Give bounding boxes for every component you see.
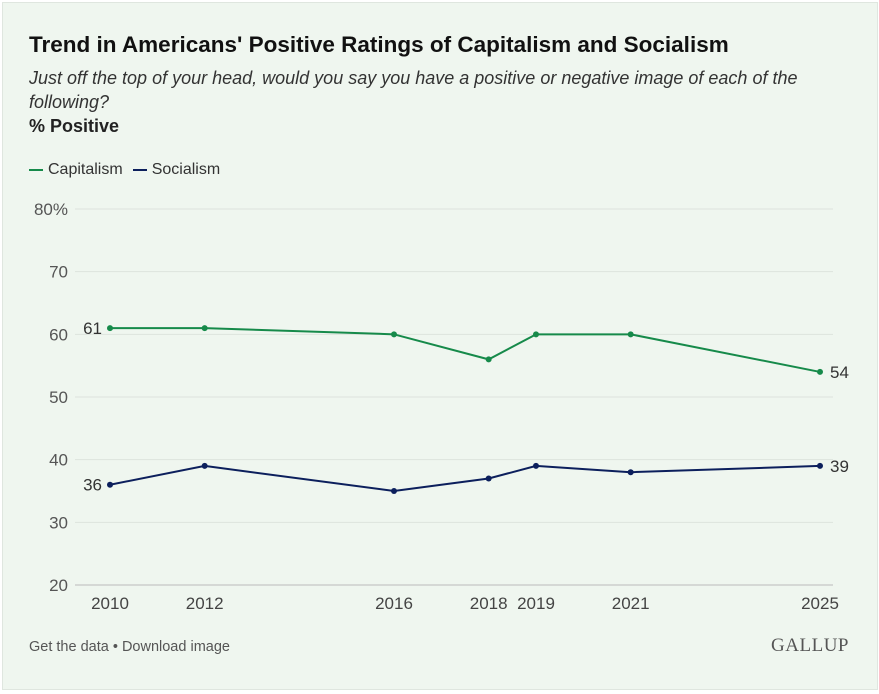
y-tick-label: 70 [49, 263, 68, 282]
data-point [201, 325, 208, 332]
chart-subtitle: Just off the top of your head, would you… [29, 68, 798, 112]
y-tick-label: 20 [49, 576, 68, 595]
data-point [107, 481, 113, 488]
legend-label: Capitalism [48, 161, 123, 178]
series-line-socialism [109, 464, 821, 493]
chart-title: Trend in Americans' Positive Ratings of … [29, 32, 729, 57]
x-tick-label: 2016 [375, 594, 413, 613]
data-point [485, 475, 492, 482]
gallup-logo: GALLUP [771, 635, 849, 656]
download-image-link[interactable]: Download image [121, 639, 230, 655]
data-point [533, 331, 539, 338]
legend: Capitalism Socialism [29, 161, 220, 179]
y-tick-label: 30 [49, 513, 68, 532]
x-tick-label: 2010 [91, 594, 129, 613]
data-point [817, 462, 823, 469]
legend-item-socialism[interactable]: Socialism [132, 161, 221, 179]
y-tick-label: 40 [49, 451, 68, 470]
x-tick-label: 2012 [186, 594, 224, 613]
data-label: 54 [830, 363, 849, 382]
data-point [391, 488, 397, 494]
x-tick-label: 2021 [612, 594, 650, 613]
y-axis-label: % Positive [29, 116, 120, 136]
x-tick-label: 2018 [470, 594, 508, 613]
legend-item-capitalism[interactable]: Capitalism [29, 161, 123, 179]
x-tick-label: 2025 [801, 594, 839, 613]
data-point [485, 356, 492, 363]
data-point [391, 331, 397, 338]
legend-swatch [132, 169, 147, 171]
x-tick-label: 2019 [517, 594, 555, 613]
data-point [627, 331, 634, 338]
data-point [107, 325, 113, 332]
data-point [201, 462, 208, 469]
legend-label: Socialism [151, 161, 221, 178]
footer-links: Get the data • Download image [29, 639, 230, 655]
data-point [627, 469, 634, 476]
y-tick-label: 80% [34, 200, 68, 219]
y-tick-label: 60 [49, 325, 68, 344]
y-tick-label: 50 [49, 388, 68, 407]
data-point [817, 368, 823, 375]
data-label: 39 [830, 457, 849, 476]
data-point [533, 462, 539, 469]
legend-swatch [29, 169, 43, 171]
get-data-link[interactable]: Get the data [29, 639, 109, 655]
separator: • [108, 639, 122, 655]
data-label: 36 [83, 476, 102, 495]
data-label: 61 [83, 319, 102, 338]
